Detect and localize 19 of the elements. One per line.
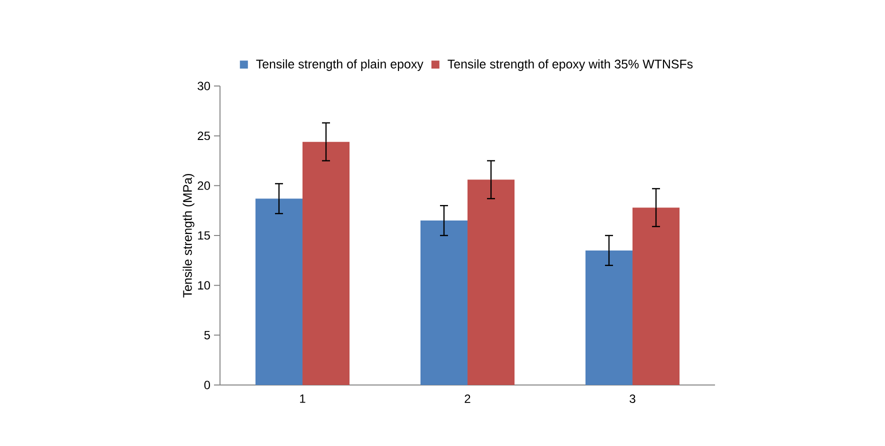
legend-label: Tensile strength of epoxy with 35% WTNSFs xyxy=(448,59,693,71)
bar xyxy=(585,250,633,385)
legend-label: Tensile strength of plain epoxy xyxy=(256,59,424,71)
y-tick-label: 20 xyxy=(198,181,210,190)
bar xyxy=(255,198,303,385)
y-tick-label: 25 xyxy=(198,132,210,140)
x-tick-label: 3 xyxy=(630,394,636,403)
y-axis-title: Tensile strength (MPa) xyxy=(182,174,194,298)
x-tick-label: 2 xyxy=(464,394,470,403)
bar xyxy=(302,142,350,385)
x-tick-label: 1 xyxy=(300,394,306,403)
y-tick-label: 15 xyxy=(198,231,210,240)
bar xyxy=(632,208,680,385)
y-tick-label: 10 xyxy=(198,281,210,290)
bar xyxy=(468,180,515,385)
y-tick-label: 0 xyxy=(204,380,210,390)
y-tick-label: 5 xyxy=(204,331,210,340)
y-tick-label: 30 xyxy=(198,82,210,90)
bar xyxy=(420,220,468,385)
